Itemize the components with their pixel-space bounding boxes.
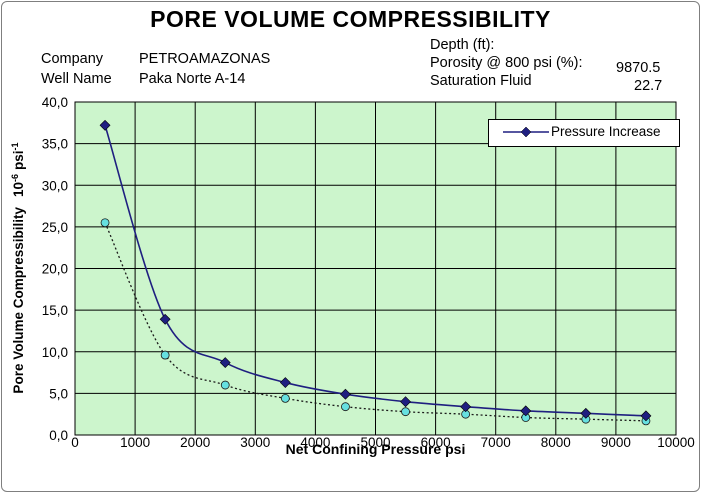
x-tick-label: 8000 bbox=[541, 435, 571, 450]
x-tick-labels: 0 1000 2000 3000 4000 5000 6000 7000 8000 9000 100… bbox=[71, 435, 695, 450]
y-tick-label: 35,0 bbox=[42, 137, 68, 152]
y-tick-label: 40,0 bbox=[42, 95, 68, 110]
x-tick-label: 0 bbox=[71, 435, 79, 450]
company-value: PETROAMAZONAS bbox=[139, 51, 271, 67]
chart-title: PORE VOLUME COMPRESSIBILITY bbox=[150, 6, 551, 32]
point-pressure-decrease bbox=[160, 350, 170, 360]
x-axis-label: Net Confining Pressure psi bbox=[286, 441, 466, 457]
point-pressure-decrease bbox=[401, 407, 410, 417]
well-name-label: Well Name bbox=[41, 71, 112, 87]
point-pressure-decrease bbox=[341, 402, 350, 412]
x-tick-label: 3000 bbox=[240, 435, 270, 450]
x-tick-label: 2000 bbox=[180, 435, 210, 450]
x-tick-label: 6000 bbox=[421, 435, 451, 450]
porosity-label: Porosity @ 800 psi (%): bbox=[430, 55, 583, 71]
y-tick-label: 30,0 bbox=[42, 178, 68, 193]
x-tick-label: 10000 bbox=[657, 435, 695, 450]
porosity-value: 22.7 bbox=[634, 78, 663, 94]
y-tick-label: 0,0 bbox=[49, 428, 68, 443]
y-axis-label: Pore Volume Compressibility10-6psi-1 bbox=[10, 142, 26, 393]
legend-label-pressure-increase: Pressure Increase bbox=[551, 124, 661, 139]
point-pressure-increase bbox=[460, 401, 472, 413]
saturation-fluid-label: Saturation Fluid bbox=[430, 73, 532, 89]
point-pressure-decrease bbox=[100, 218, 110, 228]
point-pressure-increase bbox=[640, 410, 652, 422]
point-pressure-increase bbox=[279, 377, 291, 388]
depth-value: 9870.5 bbox=[616, 60, 661, 76]
plot-border bbox=[74, 101, 677, 436]
point-pressure-decrease bbox=[280, 393, 290, 403]
legend: Pressure Increase bbox=[488, 119, 680, 147]
y-tick-label: 25,0 bbox=[42, 220, 68, 235]
point-pressure-decrease bbox=[220, 380, 230, 390]
y-tick-label: 15,0 bbox=[42, 303, 68, 318]
depth-label: Depth (ft): bbox=[430, 37, 495, 53]
company-label: Company bbox=[41, 51, 104, 67]
x-tick-label: 9000 bbox=[601, 435, 631, 450]
x-tick-label: 4000 bbox=[300, 435, 330, 450]
point-pressure-increase bbox=[99, 119, 111, 131]
x-tick-label: 1000 bbox=[120, 435, 150, 450]
point-pressure-increase bbox=[580, 407, 592, 419]
point-pressure-increase bbox=[400, 396, 411, 408]
point-pressure-increase bbox=[159, 313, 171, 325]
point-pressure-increase bbox=[219, 357, 231, 368]
point-pressure-increase bbox=[520, 405, 532, 417]
x-tick-label: 5000 bbox=[360, 435, 390, 450]
y-tick-label: 20,0 bbox=[42, 262, 68, 277]
y-tick-labels: 0,0 5,0 10,0 15,0 20,0 25,0 30,0 35,0 40,0 bbox=[42, 95, 68, 443]
y-tick-label: 5,0 bbox=[49, 386, 68, 401]
point-pressure-increase bbox=[340, 388, 351, 400]
x-tick-label: 7000 bbox=[481, 435, 511, 450]
well-name-value: Paka Norte A-14 bbox=[139, 71, 246, 87]
y-tick-label: 10,0 bbox=[42, 345, 68, 360]
series-layer bbox=[99, 119, 652, 426]
legend-marker bbox=[503, 126, 549, 138]
